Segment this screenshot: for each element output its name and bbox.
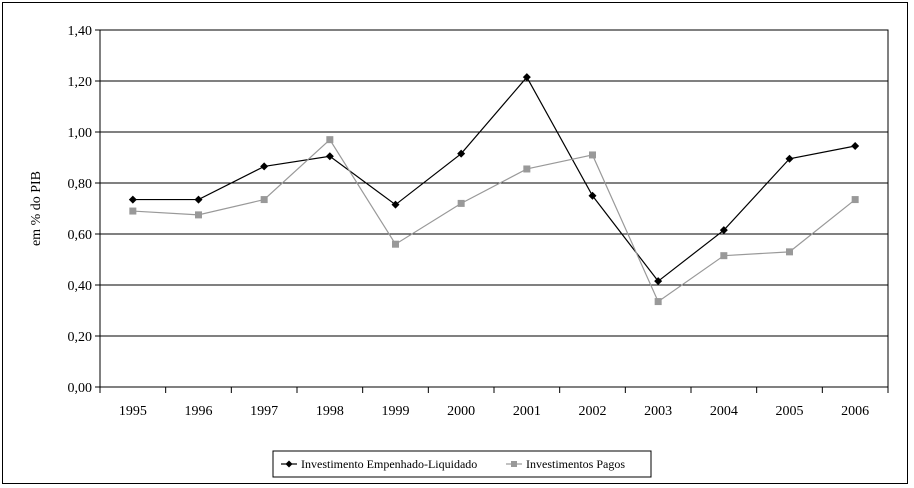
series-line (132, 138, 856, 303)
series-2 (129, 136, 859, 306)
x-tick-label: 2004 (710, 404, 738, 419)
x-tick-label: 1999 (382, 404, 410, 419)
data-point (392, 240, 399, 248)
x-tick-label: 2002 (579, 404, 607, 419)
x-axis-ticks: 1995 1996 1997 1998 1999 2000 2001 2002 2003 2004… (99, 387, 889, 419)
data-point (851, 142, 860, 151)
data-point (786, 248, 793, 256)
x-tick-label: 1997 (250, 404, 278, 419)
y-tick-label: 0,80 (68, 177, 93, 192)
data-point (522, 73, 531, 82)
legend-item: Investimento Empenhado-Liquidado (281, 457, 477, 471)
legend-label: Investimento Empenhado-Liquidado (301, 457, 477, 471)
legend-marker (511, 461, 517, 467)
x-tick-label: 1996 (185, 404, 213, 419)
legend-label: Investimentos Pagos (526, 457, 625, 471)
data-point (523, 165, 531, 173)
legend-marker (285, 460, 293, 468)
data-point (851, 196, 859, 204)
x-tick-label: 2001 (513, 404, 541, 419)
data-point (260, 162, 269, 171)
data-point (194, 195, 203, 204)
series-group (128, 73, 860, 306)
legend-box (272, 450, 652, 478)
x-tick-label: 2005 (776, 404, 804, 419)
y-tick-label: 0,00 (68, 381, 93, 396)
y-tick-label: 1,20 (68, 75, 93, 90)
data-point (325, 152, 334, 161)
y-tick-label: 0,60 (68, 228, 93, 243)
legend-item: Investimentos Pagos (506, 457, 625, 471)
data-point (654, 298, 662, 306)
data-point (326, 136, 334, 144)
data-point (129, 207, 137, 215)
data-point (260, 196, 268, 204)
data-point (588, 191, 597, 200)
data-point (785, 154, 794, 163)
legend: Investimento Empenhado-Liquidado Investim… (272, 450, 652, 478)
x-tick-label: 1995 (119, 404, 147, 419)
y-tick-label: 0,40 (68, 279, 93, 294)
y-axis-ticks: 0,00 0,20 0,40 0,60 0,80 1,00 1,20 1,40 (68, 24, 100, 396)
x-tick-label: 2006 (841, 404, 869, 419)
data-point (589, 151, 596, 159)
x-tick-label: 2003 (644, 404, 672, 419)
data-point (719, 226, 728, 235)
data-point (457, 149, 466, 158)
data-point (457, 199, 465, 207)
y-axis-label: em % do PIB (29, 171, 44, 246)
plot-area (99, 29, 889, 388)
gridlines (100, 80, 888, 337)
x-tick-label: 2000 (447, 404, 475, 419)
y-tick-label: 1,40 (68, 24, 93, 39)
plot-border (99, 29, 889, 388)
y-tick-label: 1,00 (68, 126, 93, 141)
series-1 (128, 73, 860, 286)
data-point (654, 277, 663, 286)
data-point (195, 211, 202, 219)
series-line (132, 76, 856, 283)
x-tick-label: 1998 (316, 404, 344, 419)
data-point (128, 195, 137, 204)
data-point (720, 252, 728, 260)
y-tick-label: 0,20 (68, 330, 93, 345)
data-point (391, 200, 400, 209)
chart-frame (2, 2, 908, 484)
